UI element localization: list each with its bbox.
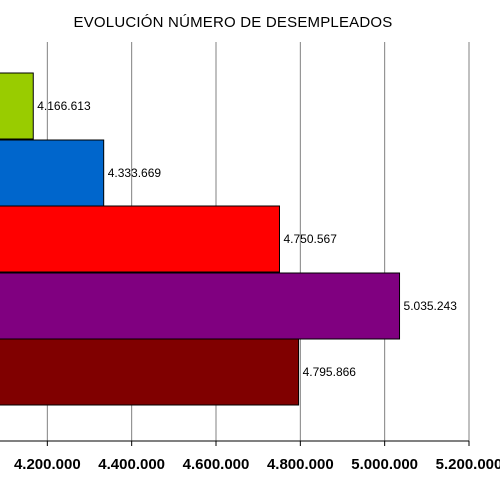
x-tick-label: 4.800.000 — [267, 456, 334, 473]
bar — [0, 338, 300, 406]
bar — [0, 72, 34, 140]
x-tick-label: 4.400.000 — [98, 456, 165, 473]
bar-value-label: 4.795.866 — [303, 365, 357, 379]
bar — [0, 139, 105, 207]
x-tick-label: 5.200.000 — [436, 456, 500, 473]
x-axis: 04.200.0004.400.0004.600.0004.800.0005.0… — [0, 440, 500, 473]
x-tick-label: 4.600.000 — [183, 456, 250, 473]
chart-title: EVOLUCIÓN NÚMERO DE DESEMPLEADOS — [74, 14, 393, 31]
x-tick-label: 4.200.000 — [14, 456, 81, 473]
bar-value-label: 4.166.613 — [37, 99, 91, 113]
value-labels: 4.166.613 4.333.669 4.750.567 5.035.243 4.79… — [37, 99, 457, 379]
bar-value-label: 5.035.243 — [404, 299, 458, 313]
bar — [0, 272, 401, 340]
bar-value-label: 4.750.567 — [283, 232, 337, 246]
bar-value-label: 4.333.669 — [108, 166, 162, 180]
x-tick-label: 5.000.000 — [351, 456, 418, 473]
bar — [0, 205, 280, 273]
bars — [0, 72, 401, 406]
